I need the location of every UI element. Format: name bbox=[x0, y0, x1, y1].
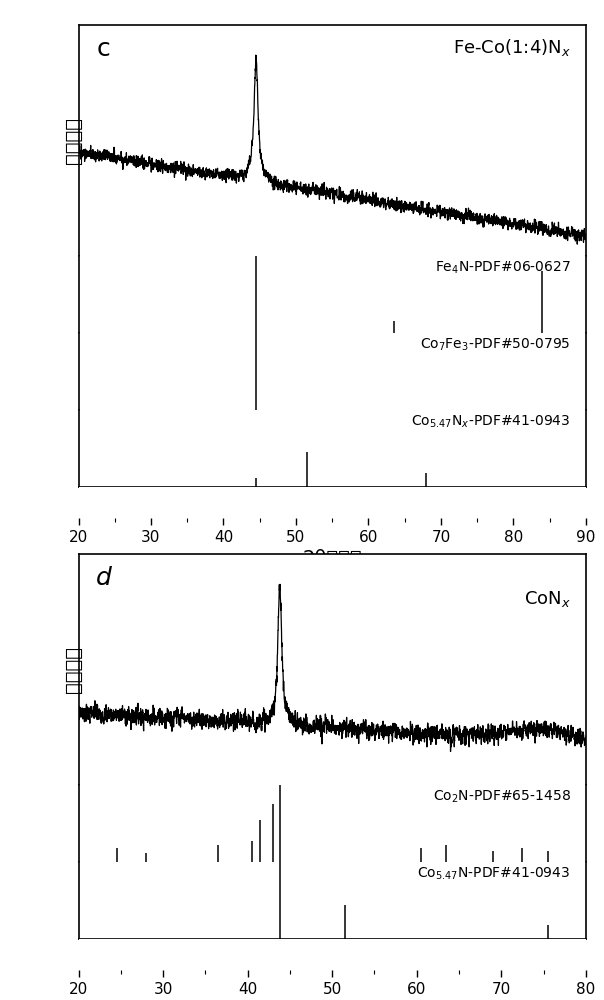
Text: Co$_7$Fe$_3$-PDF#50-0795: Co$_7$Fe$_3$-PDF#50-0795 bbox=[420, 337, 571, 353]
Text: Fe$_4$N-PDF#06-0627: Fe$_4$N-PDF#06-0627 bbox=[435, 260, 571, 276]
Y-axis label: 相对强度: 相对强度 bbox=[63, 117, 83, 164]
Text: Co$_{5.47}$N$_x$-PDF#41-0943: Co$_{5.47}$N$_x$-PDF#41-0943 bbox=[411, 414, 571, 430]
Text: Co$_2$N-PDF#65-1458: Co$_2$N-PDF#65-1458 bbox=[432, 789, 571, 805]
Text: c: c bbox=[96, 37, 110, 61]
Text: Fe-Co(1:4)N$_x$: Fe-Co(1:4)N$_x$ bbox=[453, 37, 571, 58]
Text: d: d bbox=[96, 566, 112, 590]
Y-axis label: 相对强度: 相对强度 bbox=[63, 646, 83, 693]
Text: Co$_{5.47}$N-PDF#41-0943: Co$_{5.47}$N-PDF#41-0943 bbox=[417, 866, 571, 882]
X-axis label: 2θ（度）: 2θ（度） bbox=[303, 549, 362, 568]
Text: CoN$_x$: CoN$_x$ bbox=[524, 589, 571, 609]
